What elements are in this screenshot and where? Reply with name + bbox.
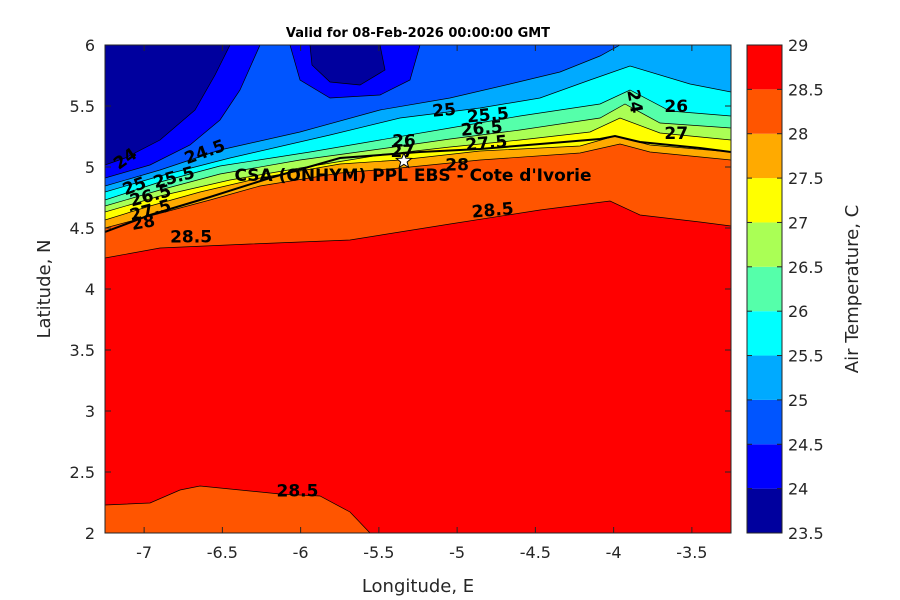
star-icon [394, 151, 413, 169]
contour-label: 27.5 [465, 132, 509, 156]
colorbar-tick-label: 28 [788, 125, 808, 144]
y-tick-label: 5 [85, 158, 95, 177]
contour-label: 27 [664, 124, 688, 144]
colorbar-tick-label: 29 [788, 36, 808, 55]
colorbar-label: Air Temperature, C [842, 205, 863, 373]
y-tick-label: 4.5 [70, 219, 95, 238]
y-axis: 2 2.5 3 3.5 4 4.5 5 5.5 6 [70, 36, 731, 543]
y-tick-label: 5.5 [70, 97, 95, 116]
contour-label: 28.5 [277, 481, 319, 501]
x-tick-label: -6 [293, 543, 309, 562]
contour-label: 28.5 [471, 199, 515, 223]
x-tick-label: -4 [606, 543, 622, 562]
contour-label: 27 [391, 142, 415, 162]
site-label: CSA (ONHYM) PPL EBS - Cote d'Ivorie [234, 166, 591, 186]
colorbar-tick-label: 28.5 [788, 80, 824, 99]
x-tick-label: -4.5 [520, 543, 551, 562]
colorbar-tick-label: 27.5 [788, 169, 824, 188]
colorbar: 23.5 24 24.5 25 25.5 26 26.5 27 27.5 28 28.5 29 [746, 36, 824, 543]
colorbar-tick-label: 27 [788, 213, 808, 232]
colorbar-swatch [747, 355, 782, 400]
x-tick-label: -3.5 [676, 543, 707, 562]
contour-label: 26.5 [460, 117, 504, 141]
contour-label: 26 [664, 97, 688, 117]
x-tick-label: -5 [449, 543, 465, 562]
x-tick-label: -5.5 [363, 543, 394, 562]
contour-label: 26 [392, 131, 416, 151]
chart-title: Valid for 08-Feb-2026 00:00:00 GMT [286, 26, 550, 41]
coastline [105, 134, 731, 233]
contour-label: 28 [130, 211, 157, 235]
x-tick-label: -7 [136, 543, 152, 562]
colorbar-swatch [747, 444, 782, 489]
contour-band-23.5-24-north [309, 45, 386, 86]
contour-band-23.5-24 [105, 45, 231, 166]
y-tick-label: 2 [85, 524, 95, 543]
y-axis-label: Latitude, N [34, 240, 55, 339]
colorbar-swatch [747, 89, 782, 134]
y-tick-label: 4 [85, 280, 95, 299]
colorbar-swatch [747, 45, 782, 90]
contour-label: 28.5 [170, 228, 212, 248]
colorbar-frame [746, 44, 783, 534]
y-tick-label: 3.5 [70, 341, 95, 360]
contour-label: 28 [445, 156, 469, 176]
contour-label: 25.5 [466, 104, 510, 128]
colorbar-tick-label: 26 [788, 302, 808, 321]
colorbar-swatch [747, 266, 782, 312]
y-tick-label: 3 [85, 402, 95, 421]
contour-label: 25 [432, 100, 457, 122]
colorbar-tick-label: 25 [788, 391, 808, 410]
colorbar-swatch [747, 222, 782, 267]
colorbar-tick-label: 25.5 [788, 347, 824, 366]
colorbar-tick-label: 24 [788, 480, 808, 499]
colorbar-tick-label: 23.5 [788, 524, 824, 543]
colorbar-tick-label: 26.5 [788, 258, 824, 277]
colorbar-tick-label: 24.5 [788, 435, 824, 454]
x-axis: -7 -6.5 -6 -5.5 -5 -4.5 -4 -3.5 [136, 45, 707, 562]
contour-label: 24 [622, 88, 646, 115]
site-marker: CSA (ONHYM) PPL EBS - Cote d'Ivorie [234, 151, 592, 186]
colorbar-swatch [747, 178, 782, 223]
y-tick-label: 6 [85, 36, 95, 55]
colorbar-swatch [747, 311, 782, 356]
contour-band-28.5-29 [105, 200, 731, 533]
colorbar-swatch [747, 133, 782, 179]
colorbar-swatch [747, 399, 782, 445]
y-tick-label: 2.5 [70, 463, 95, 482]
colorbar-swatch [747, 488, 782, 533]
x-axis-label: Longitude, E [362, 576, 474, 597]
x-tick-label: -6.5 [207, 543, 238, 562]
